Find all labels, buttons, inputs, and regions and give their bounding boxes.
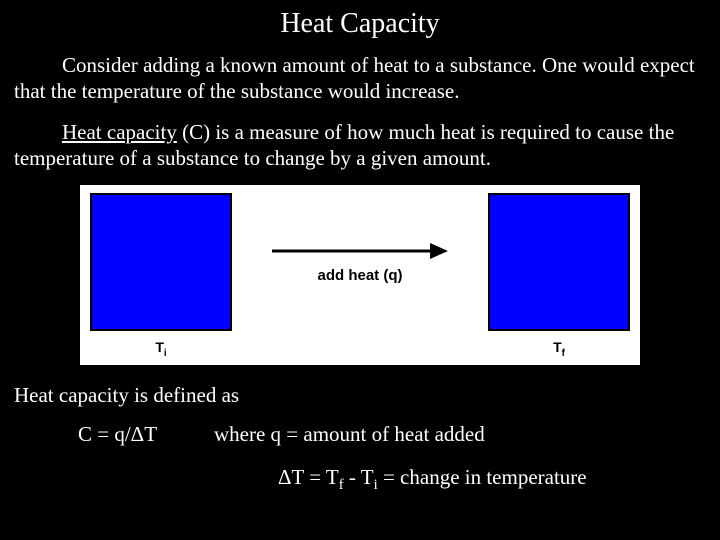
dT-mid: - T <box>344 465 374 489</box>
heat-diagram: Ti Tf add heat (q) <box>80 185 640 365</box>
equation-lhs: C = q/ΔT <box>14 422 214 447</box>
final-box <box>488 193 630 331</box>
label-sub-right: f <box>562 348 565 359</box>
dT-tail: = change in temperature <box>378 465 587 489</box>
initial-temp-label: Ti <box>90 339 232 359</box>
arrow-icon <box>270 241 450 261</box>
equation-where-q: where q = amount of heat added <box>214 422 706 447</box>
dT-lead: ΔT = T <box>278 465 339 489</box>
definition-intro: Heat capacity is defined as <box>14 383 706 408</box>
label-t-left: T <box>155 339 164 355</box>
equation-row-2: ΔT = Tf - Ti = change in temperature <box>14 465 706 494</box>
slide-title: Heat Capacity <box>14 8 706 40</box>
term-heat-capacity: Heat capacity <box>62 120 177 144</box>
final-temp-label: Tf <box>488 339 630 359</box>
slide: Heat Capacity Consider adding a known am… <box>0 0 720 508</box>
label-t-right: T <box>553 339 562 355</box>
arrow-group: add heat (q) <box>260 241 460 284</box>
initial-box <box>90 193 232 331</box>
paragraph-1: Consider adding a known amount of heat t… <box>14 52 706 105</box>
arrow-caption: add heat (q) <box>260 267 460 284</box>
paragraph-2: Heat capacity (C) is a measure of how mu… <box>14 119 706 172</box>
diagram-container: Ti Tf add heat (q) <box>14 185 706 365</box>
label-sub-left: i <box>164 348 167 359</box>
equation-row-1: C = q/ΔT where q = amount of heat added <box>14 422 706 447</box>
